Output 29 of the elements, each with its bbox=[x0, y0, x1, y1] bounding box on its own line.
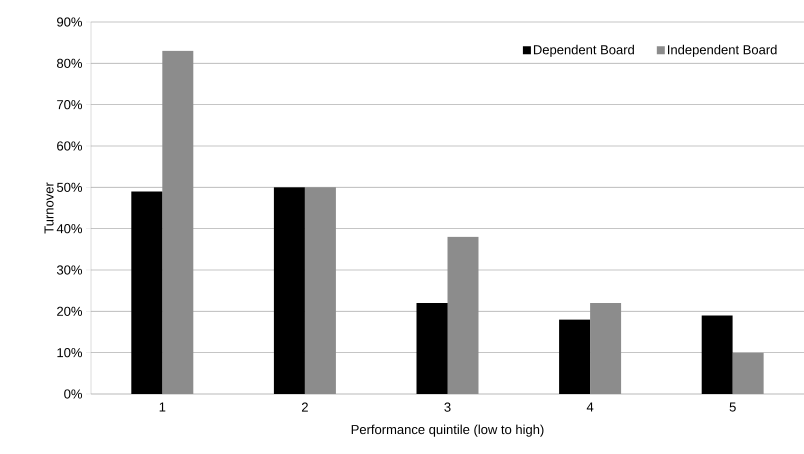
x-tick-label: 3 bbox=[444, 402, 451, 412]
y-tick-label: 60% bbox=[57, 141, 82, 151]
x-tick-label: 4 bbox=[586, 402, 594, 412]
y-tick-label: 10% bbox=[57, 348, 82, 358]
bar bbox=[732, 352, 764, 394]
x-axis-title: Performance quintile (low to high) bbox=[352, 424, 544, 437]
bar bbox=[162, 50, 194, 394]
bar bbox=[274, 187, 305, 394]
bar bbox=[590, 303, 622, 394]
legend-label: Dependent Board bbox=[534, 44, 634, 57]
bar bbox=[559, 320, 590, 394]
y-tick-label: 30% bbox=[56, 265, 82, 275]
bar bbox=[702, 315, 733, 394]
x-tick-label: 2 bbox=[302, 402, 308, 412]
y-tick-label: 80% bbox=[57, 58, 82, 68]
y-tick-label: 40% bbox=[56, 224, 82, 234]
y-tick-label: 70% bbox=[57, 100, 82, 110]
bar bbox=[416, 303, 448, 394]
y-axis-title: Turnover bbox=[44, 182, 54, 234]
x-tick-label: 5 bbox=[730, 402, 736, 412]
y-tick-label: 90% bbox=[57, 17, 82, 27]
y-tick-label: 0% bbox=[64, 389, 82, 399]
y-tick-label: 50% bbox=[56, 182, 82, 192]
bar bbox=[131, 191, 162, 394]
bar bbox=[304, 187, 336, 394]
x-tick-label: 1 bbox=[160, 402, 166, 412]
legend-label: Independent Board bbox=[668, 44, 777, 57]
bar bbox=[448, 236, 479, 394]
y-tick-label: 20% bbox=[57, 306, 82, 316]
